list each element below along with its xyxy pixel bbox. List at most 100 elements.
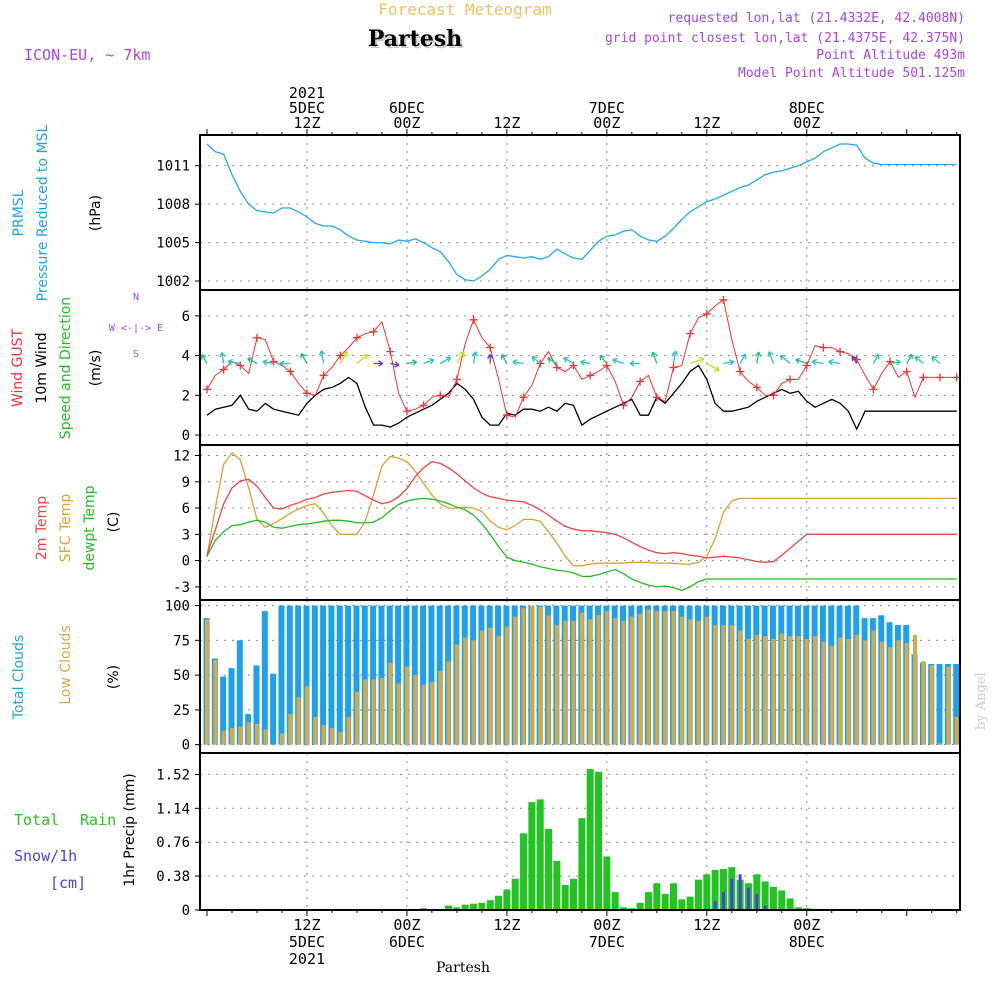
header-location-shadow: Partesh (370, 28, 464, 54)
wind-direction-arrow (512, 359, 524, 366)
low-cloud-bar (829, 645, 834, 745)
rain-bar (595, 771, 603, 910)
wind-direction-arrow (767, 351, 775, 364)
wind-direction-arrow (227, 358, 241, 366)
label-prmsl: PRMSL (11, 189, 27, 236)
wind-direction-arrow (706, 362, 720, 372)
total-cloud-bar (236, 640, 243, 745)
low-cloud-bar (254, 723, 259, 745)
gust-marker (369, 327, 378, 336)
wind-direction-arrow (390, 361, 400, 368)
total-cloud-bar (936, 663, 943, 745)
label-total-clouds: Total Clouds (11, 635, 27, 720)
bottom-time-label: 12Z (293, 916, 320, 934)
top-time-label: 6DEC (389, 99, 425, 117)
low-cloud-bar (821, 641, 826, 745)
wind-direction-arrow (439, 356, 452, 365)
wind-direction-arrow (650, 351, 658, 364)
y-tick-label-0: 1002 (156, 274, 190, 290)
low-cloud-bar (263, 729, 268, 745)
series-wind-gust (206, 299, 957, 418)
wind-direction-arrow (612, 357, 624, 365)
total-cloud-bar (336, 605, 343, 745)
rain-bar (661, 893, 669, 910)
low-cloud-bar (454, 644, 459, 745)
rain-bar (719, 868, 727, 910)
total-cloud-bar (378, 605, 385, 745)
low-cloud-bar (729, 625, 734, 745)
low-cloud-bar (663, 611, 668, 745)
header-requested: requested lon,lat (21.4332E, 42.4008N) (668, 11, 965, 26)
low-cloud-bar (554, 625, 559, 745)
wind-direction-arrow (828, 358, 841, 366)
gust-marker (519, 393, 528, 402)
bottom-time-label: 00Z (593, 916, 620, 934)
top-time-label: 5DEC (289, 99, 325, 117)
rain-bar (678, 899, 686, 910)
low-cloud-bar (596, 615, 601, 745)
low-cloud-bar (846, 638, 851, 745)
y-tick-label-3: 75 (173, 633, 190, 649)
low-cloud-bar (571, 620, 576, 745)
low-cloud-bar (621, 620, 626, 745)
header-model: ICON-EU, ~ 7km (24, 46, 150, 64)
snow-bar (738, 874, 742, 910)
y-tick-label-4: 1.52 (156, 767, 190, 783)
low-cloud-bar (896, 640, 901, 745)
low-cloud-bar (346, 716, 351, 745)
low-cloud-bar (913, 634, 918, 745)
rain-bar (669, 883, 677, 910)
total-cloud-bar (345, 605, 352, 745)
low-cloud-bar (496, 636, 501, 745)
bottom-time-label: 00Z (393, 916, 420, 934)
gust-marker (619, 401, 628, 410)
wind-direction-arrow (689, 356, 705, 365)
rain-bar (636, 902, 644, 910)
gust-marker (669, 363, 678, 372)
low-cloud-bar (629, 616, 634, 745)
label-sfc-temp: SFC Temp (58, 494, 74, 563)
y-tick-label-4: 0 (182, 903, 190, 919)
wind-direction-arrow (339, 351, 348, 364)
low-cloud-bar (579, 612, 584, 745)
low-cloud-bar (688, 619, 693, 745)
y-tick-label-0: 1005 (156, 236, 190, 252)
bottom-time-label: 12Z (693, 916, 720, 934)
gust-marker (302, 389, 311, 398)
rain-bar (611, 892, 619, 910)
low-cloud-bar (296, 697, 301, 745)
low-cloud-bar (738, 630, 743, 745)
label-dewpt-temp: dewpt Temp (82, 485, 98, 570)
low-cloud-bar (329, 727, 334, 745)
gust-marker (436, 391, 445, 400)
label-pressure: Pressure Reduced to MSL (35, 124, 51, 301)
wind-direction-arrow (547, 357, 558, 365)
top-time-label: 8DEC (789, 99, 825, 117)
wind-direction-arrow (486, 354, 494, 364)
wind-direction-arrow (500, 353, 508, 364)
total-cloud-bar (370, 605, 377, 745)
rain-bar (503, 889, 511, 910)
compass-s: S (133, 349, 139, 360)
low-cloud-bar (671, 611, 676, 745)
rain-bar (536, 799, 544, 910)
y-axis-label-2: (C) (106, 512, 122, 533)
y-tick-label-3: 0 (182, 738, 190, 754)
low-cloud-bar (288, 714, 293, 745)
bottom-time-label: 6DEC (389, 933, 425, 951)
total-cloud-bar (420, 605, 427, 745)
header-location: Partesh (368, 26, 462, 52)
total-cloud-bar (311, 605, 318, 745)
y-tick-label-1: 0 (182, 428, 190, 444)
low-cloud-bar (246, 722, 251, 745)
low-cloud-bar (929, 665, 934, 745)
top-time-label: 7DEC (589, 99, 625, 117)
wind-direction-arrow (318, 350, 326, 364)
rain-bar (578, 818, 586, 910)
low-cloud-bar (921, 661, 926, 745)
wind-direction-arrow (931, 356, 941, 364)
low-cloud-bar (771, 638, 776, 745)
wind-direction-arrow (201, 354, 208, 364)
low-cloud-bar (238, 726, 243, 745)
low-cloud-bar (904, 643, 909, 745)
